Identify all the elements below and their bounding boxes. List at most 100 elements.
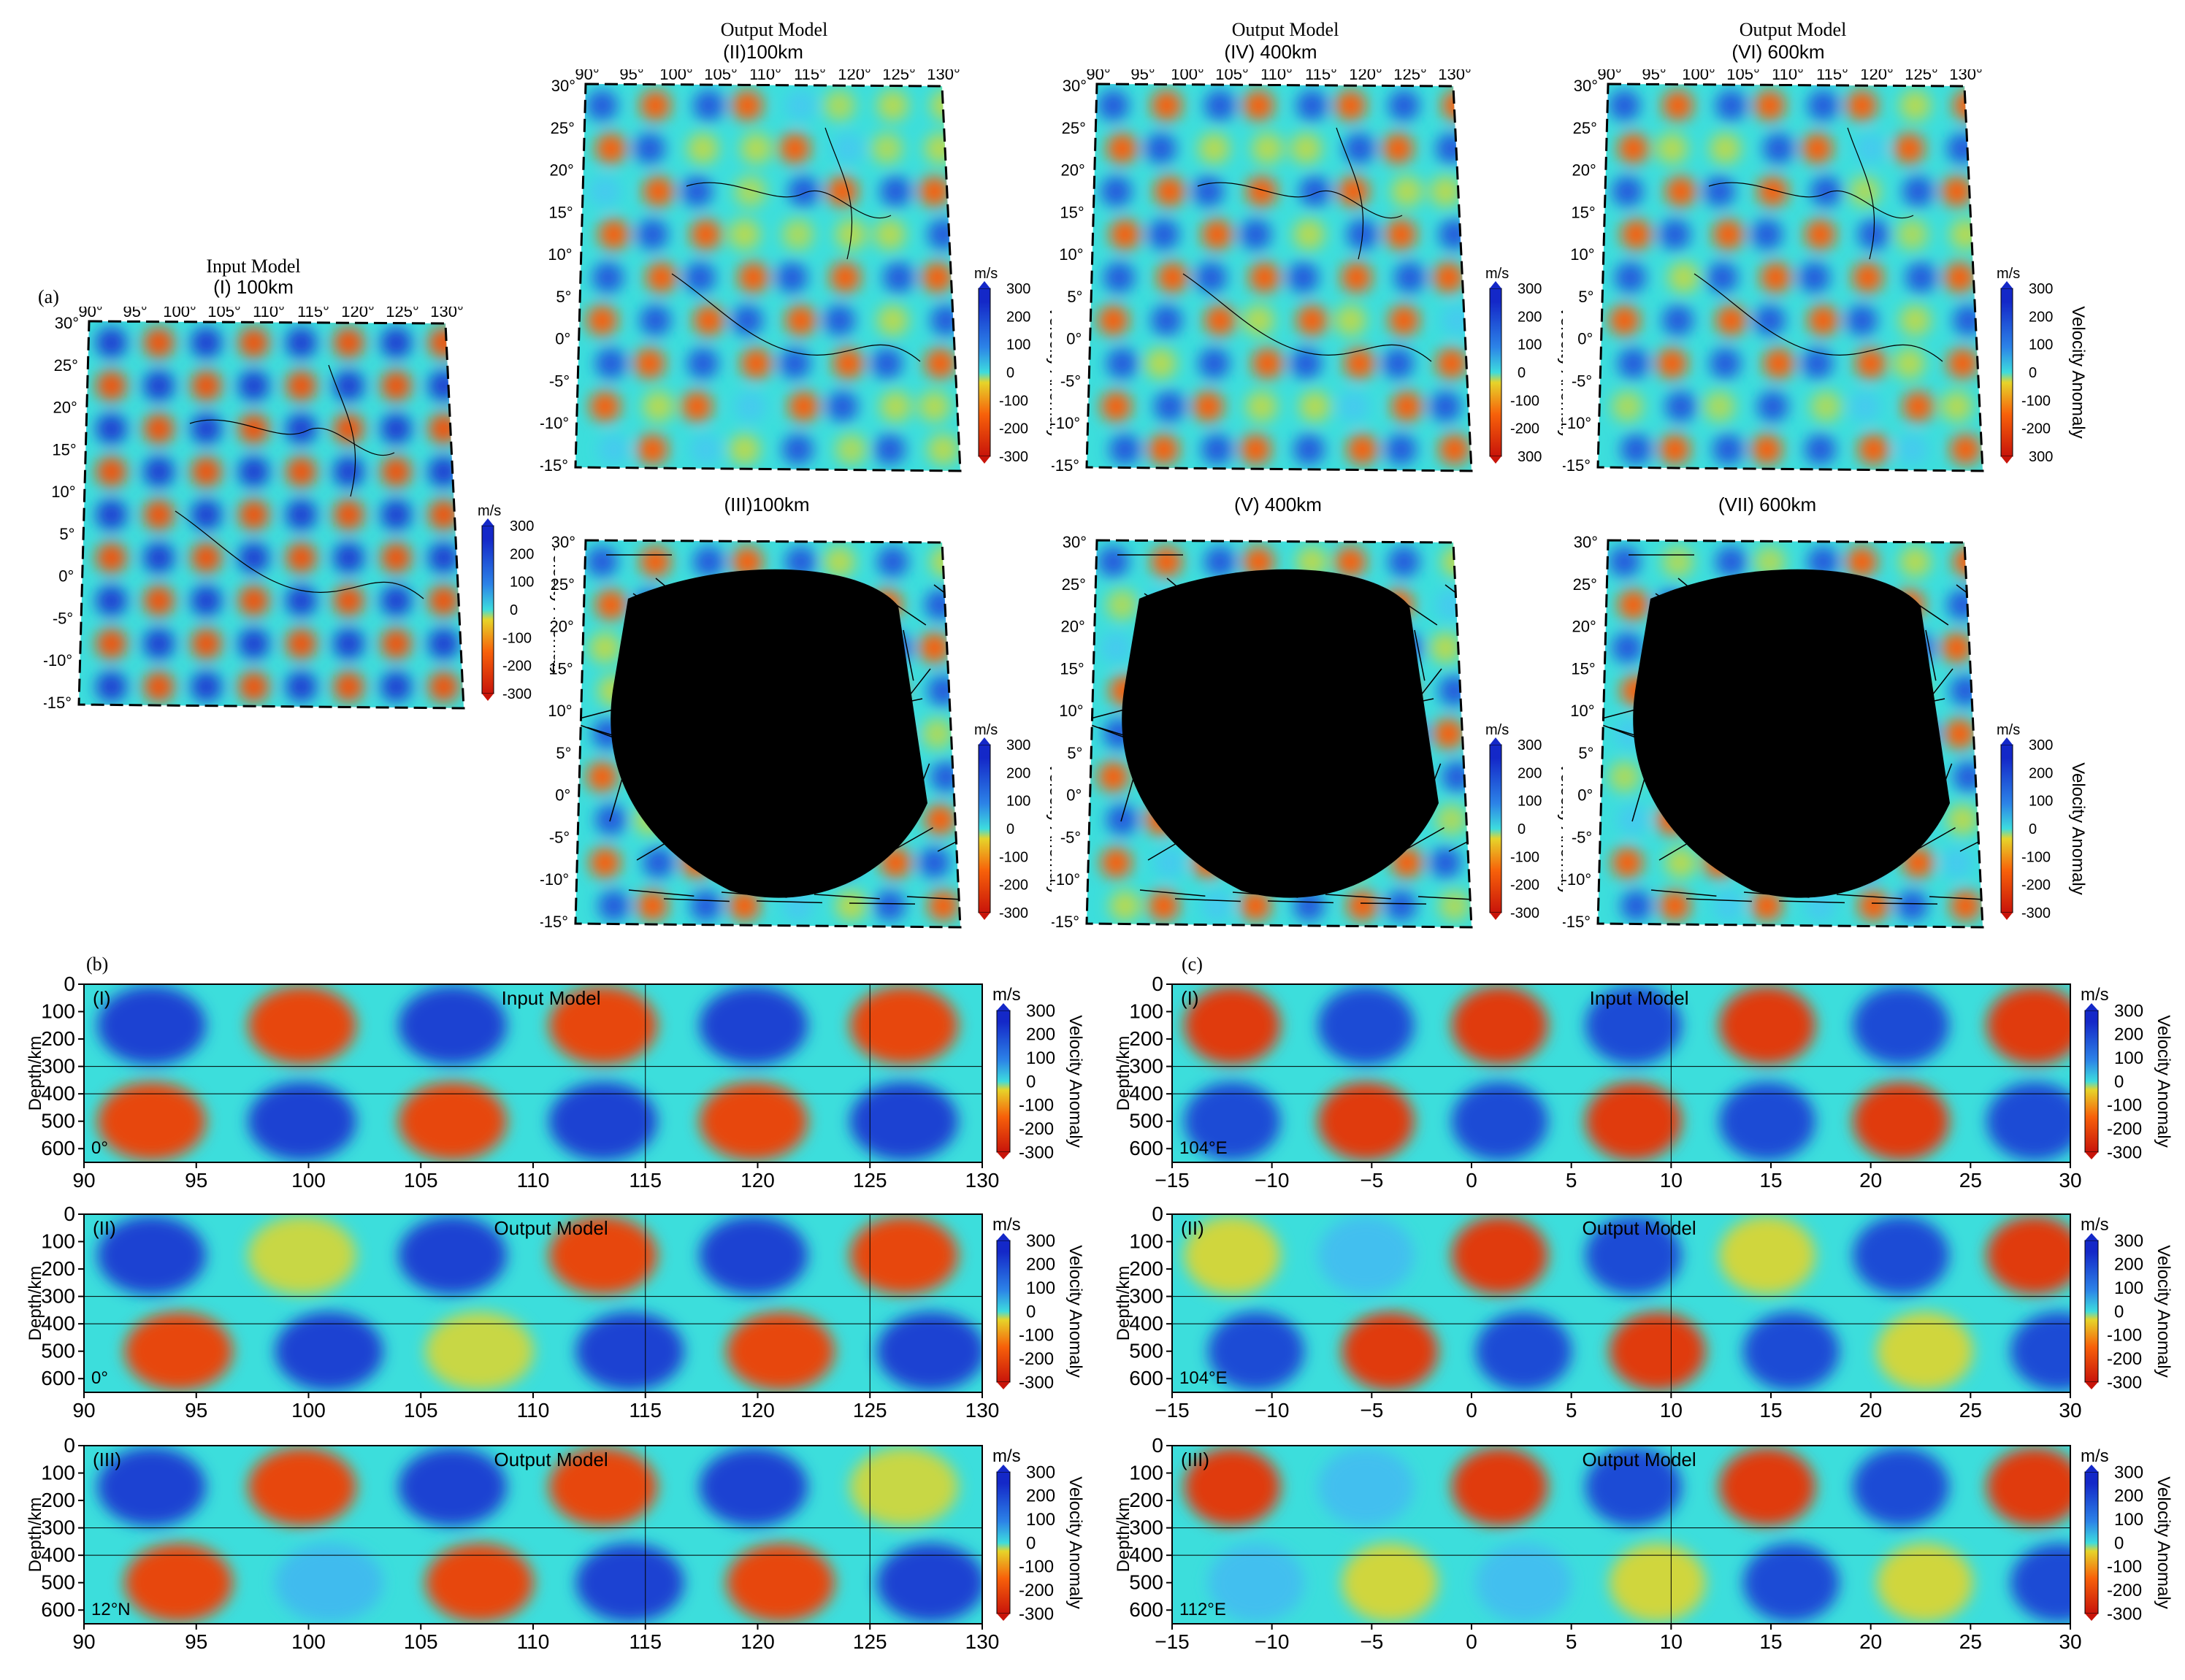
anomaly-blob (925, 589, 956, 621)
y-tick-label: 200 (1129, 1489, 1163, 1511)
x-tick-label: 125 (853, 1399, 887, 1420)
colorbar-tick: 300 (2029, 281, 2053, 297)
panel-c-letter: (c) (1182, 954, 1203, 975)
y-tick-label: 0 (1152, 1203, 1163, 1225)
ray-path (1313, 666, 1350, 710)
anomaly-blob (1106, 589, 1138, 621)
ray-path (673, 694, 738, 707)
section-background (84, 1214, 982, 1392)
x-tick-label: 110 (517, 1399, 550, 1420)
anomaly-blob (333, 542, 364, 574)
anomaly-blob (1751, 218, 1783, 250)
lon-tick-label: 95° (123, 307, 147, 321)
anomaly-blob (380, 542, 412, 574)
colorbar-tick: 200 (2029, 765, 2053, 781)
ray-path (1682, 632, 1695, 683)
anomaly-blob (191, 542, 222, 574)
anomaly-blob (1855, 348, 1886, 379)
anomaly-blob (827, 391, 858, 422)
anomaly-blob (1618, 348, 1649, 379)
x-tick-label: 25 (1959, 1630, 1982, 1652)
anomaly-blob (595, 804, 627, 835)
ray-path (1414, 629, 1426, 681)
anomaly-blob (248, 1082, 356, 1161)
anomaly-blob (729, 434, 760, 465)
y-tick-label: 400 (41, 1082, 75, 1105)
lat-tick-label: 10° (1059, 245, 1083, 264)
y-tick-label: 500 (41, 1110, 75, 1132)
anomaly-blob (1899, 90, 1931, 121)
lat-tick-label: 10° (1059, 702, 1083, 720)
anomaly-blob (1742, 1543, 1840, 1622)
colorbar-unit: m/s (992, 1446, 1021, 1466)
anomaly-blob (877, 90, 908, 121)
ray-path (796, 734, 827, 781)
anomaly-blob (96, 671, 127, 702)
x-tick-label: 120 (741, 1630, 775, 1652)
anomaly-blob (1433, 261, 1464, 294)
x-tick-label: 100 (291, 1630, 326, 1652)
anomaly-blob (589, 847, 621, 878)
anomaly-blob (2010, 1312, 2070, 1391)
anomaly-blob (1439, 675, 1470, 707)
y-tick-label: 200 (41, 1257, 75, 1280)
anomaly-blob (1293, 218, 1325, 250)
colorbar-tick: -200 (502, 659, 532, 675)
ray-path (814, 894, 880, 900)
section-tag: (I) (1181, 987, 1199, 1009)
anomaly-blob (1335, 90, 1366, 121)
anomaly-blob (640, 90, 671, 121)
anomaly-blob (1243, 90, 1274, 121)
anomaly-blob (835, 434, 867, 465)
colorbar-bottom-arrow (2085, 1382, 2098, 1389)
lat-tick-label: 20° (1060, 161, 1084, 180)
ray-path (1201, 586, 1251, 623)
lon-tick-label: 110° (1260, 69, 1293, 83)
lat-tick-label: 30° (551, 533, 575, 551)
colorbar-title: Velocity Anomaly (1557, 306, 1563, 438)
anomaly-blob (275, 1312, 383, 1391)
anomaly-blob (699, 986, 808, 1065)
colorbar-ramp (978, 744, 991, 913)
anomaly-blob (1204, 546, 1236, 578)
colorbar-tick: 200 (1026, 1255, 1055, 1275)
anomaly-blob (874, 890, 906, 921)
lat-tick-label: 20° (1060, 618, 1084, 636)
anomaly-blob (1656, 133, 1688, 164)
ray-paths (575, 554, 960, 905)
anomaly-blob (1805, 218, 1836, 250)
anomaly-blob (693, 304, 724, 337)
ray-path (670, 655, 711, 697)
anomaly-blob (1719, 1447, 1815, 1526)
anomaly-blob (425, 1543, 534, 1622)
anomaly-blob (1899, 546, 1931, 578)
ray-path (1087, 715, 1125, 738)
lat-tick-label: 5° (556, 744, 571, 762)
ray-path (653, 670, 688, 716)
ray-path (624, 623, 633, 675)
colorbar-top-arrow (2085, 1233, 2098, 1240)
anomaly-blob (1296, 90, 1328, 121)
ray-path (1136, 623, 1144, 675)
colorbar-ramp (2084, 1010, 2099, 1153)
anomaly-blob (1941, 847, 1972, 878)
anomaly-layer (97, 1447, 982, 1622)
colorbar-tick: 0 (1026, 1302, 1036, 1322)
y-tick-label: 0 (1152, 973, 1163, 995)
anomaly-blob (1585, 1216, 1682, 1294)
lat-tick-label: 20° (53, 399, 77, 417)
anomaly-blob (1810, 391, 1842, 422)
colorbar-unit: m/s (478, 503, 501, 519)
x-tick-label: 130 (965, 1169, 1000, 1190)
section-background (84, 984, 982, 1162)
anomaly-blob (333, 499, 364, 531)
anomaly-blob (1335, 546, 1366, 578)
ray-path (810, 627, 821, 679)
ray-density (611, 569, 927, 898)
colorbar-tick: -100 (999, 849, 1028, 865)
ray-path (1805, 588, 1856, 624)
anomaly-blob (640, 546, 671, 578)
colorbar-title: Velocity Anomaly (1046, 762, 1052, 894)
anomaly-blob (1299, 391, 1331, 422)
x-tick-label: 15 (1759, 1630, 1782, 1652)
